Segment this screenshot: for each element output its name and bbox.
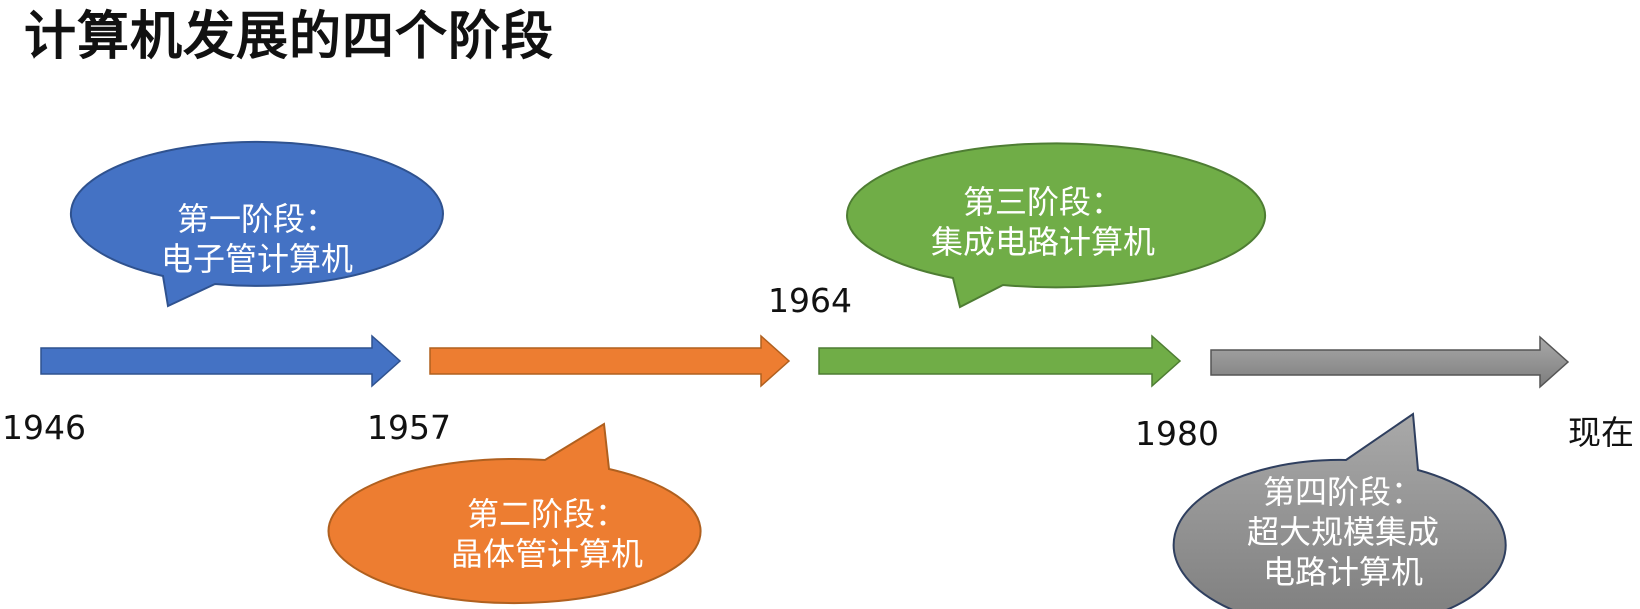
stage4-bubble [1172, 412, 1507, 609]
stage1-arrow [40, 334, 402, 388]
page-title: 计算机发展的四个阶段 [24, 7, 555, 67]
stage2-line: 晶体管计算机 [450, 535, 643, 573]
stage3-arrow [818, 334, 1182, 388]
year-label-1980: 1980 [1135, 414, 1219, 453]
stage4-heading: 第四阶段： [1262, 473, 1423, 511]
stage3-text: 第三阶段： 集成电路计算机 [888, 182, 1198, 262]
stage4-line-2: 电路计算机 [1262, 553, 1423, 591]
year-label-1964: 1964 [768, 281, 852, 320]
stage2-bubble [327, 422, 702, 605]
stage1-heading: 第一阶段： [176, 200, 337, 238]
stage1-bubble [69, 140, 444, 308]
stage4-arrow [1210, 335, 1570, 389]
stage3-bubble [846, 142, 1267, 309]
stage2-arrow [429, 334, 791, 388]
stage1-text: 第一阶段： 电子管计算机 [117, 199, 397, 279]
stage2-text: 第二阶段： 晶体管计算机 [407, 494, 687, 574]
stage4-text: 第四阶段： 超大规模集成 电路计算机 [1218, 472, 1468, 592]
year-label-1946: 1946 [2, 408, 86, 447]
stage3-heading: 第三阶段： [962, 183, 1123, 221]
stage4-line-1: 超大规模集成 [1246, 513, 1439, 551]
stage1-line: 电子管计算机 [160, 240, 353, 278]
year-label-now: 现在 [1568, 413, 1634, 452]
year-label-1957: 1957 [367, 408, 451, 447]
stage2-heading: 第二阶段： [466, 495, 627, 533]
stage3-line: 集成电路计算机 [930, 223, 1155, 261]
